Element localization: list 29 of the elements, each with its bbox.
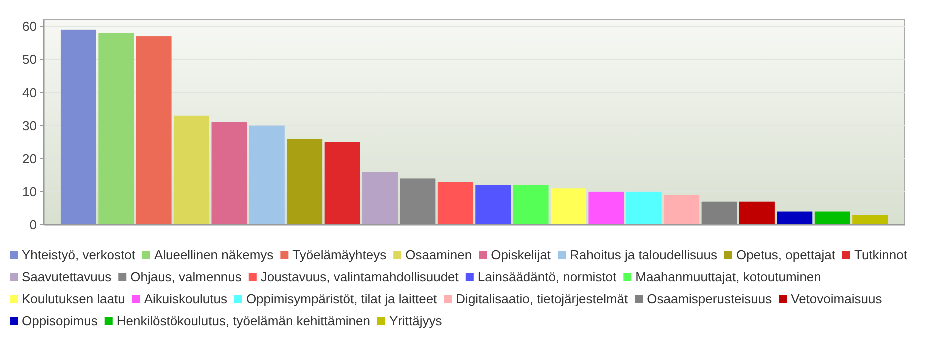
legend-label: Osaaminen: [406, 248, 472, 263]
legend-label: Oppimisympäristöt, tilat ja laitteet: [246, 292, 438, 307]
legend-label: Opiskelijat: [491, 248, 552, 263]
legend-label: Tutkinnot: [854, 248, 908, 263]
legend-label: Koulutuksen laatu: [22, 292, 126, 307]
y-tick-label: 50: [22, 52, 37, 68]
y-tick-label: 60: [22, 19, 37, 34]
legend-label: Joustavuus, valintamahdollisuudet: [260, 270, 460, 285]
y-tick-label: 10: [22, 184, 37, 200]
legend-label: Maahanmuuttajat, kotoutuminen: [636, 270, 822, 285]
legend-label: Rahoitus ja taloudellisuus: [570, 248, 718, 263]
legend-label: Ohjaus, valmennus: [130, 270, 242, 285]
y-tick-label: 0: [30, 218, 37, 233]
legend-label: Työelämäyhteys: [292, 248, 388, 263]
legend-label: Oppisopimus: [22, 314, 98, 329]
legend-label: Yrittäjyys: [390, 314, 443, 329]
legend-label: Aikuiskoulutus: [144, 292, 228, 307]
y-tick-label: 20: [22, 151, 37, 166]
legend-label: Henkilöstökoulutus, työelämän kehittäminen: [116, 314, 371, 329]
legend-label: Osaamisperusteisuus: [647, 292, 773, 307]
legend-label: Vetovoimaisuus: [791, 292, 883, 307]
legend-label: Lainsäädäntö, normistot: [478, 270, 618, 285]
legend-label: Saavutettavuus: [22, 270, 112, 285]
legend-label: Yhteistyö, verkostot: [22, 248, 136, 263]
y-tick-label: 40: [22, 85, 37, 100]
y-tick-label: 30: [22, 118, 37, 134]
legend-label: Alueellinen näkemys: [154, 248, 274, 263]
legend-label: Digitalisaatio, tietojärjestelmät: [456, 292, 629, 307]
legend-label: Opetus, opettajat: [736, 248, 836, 263]
